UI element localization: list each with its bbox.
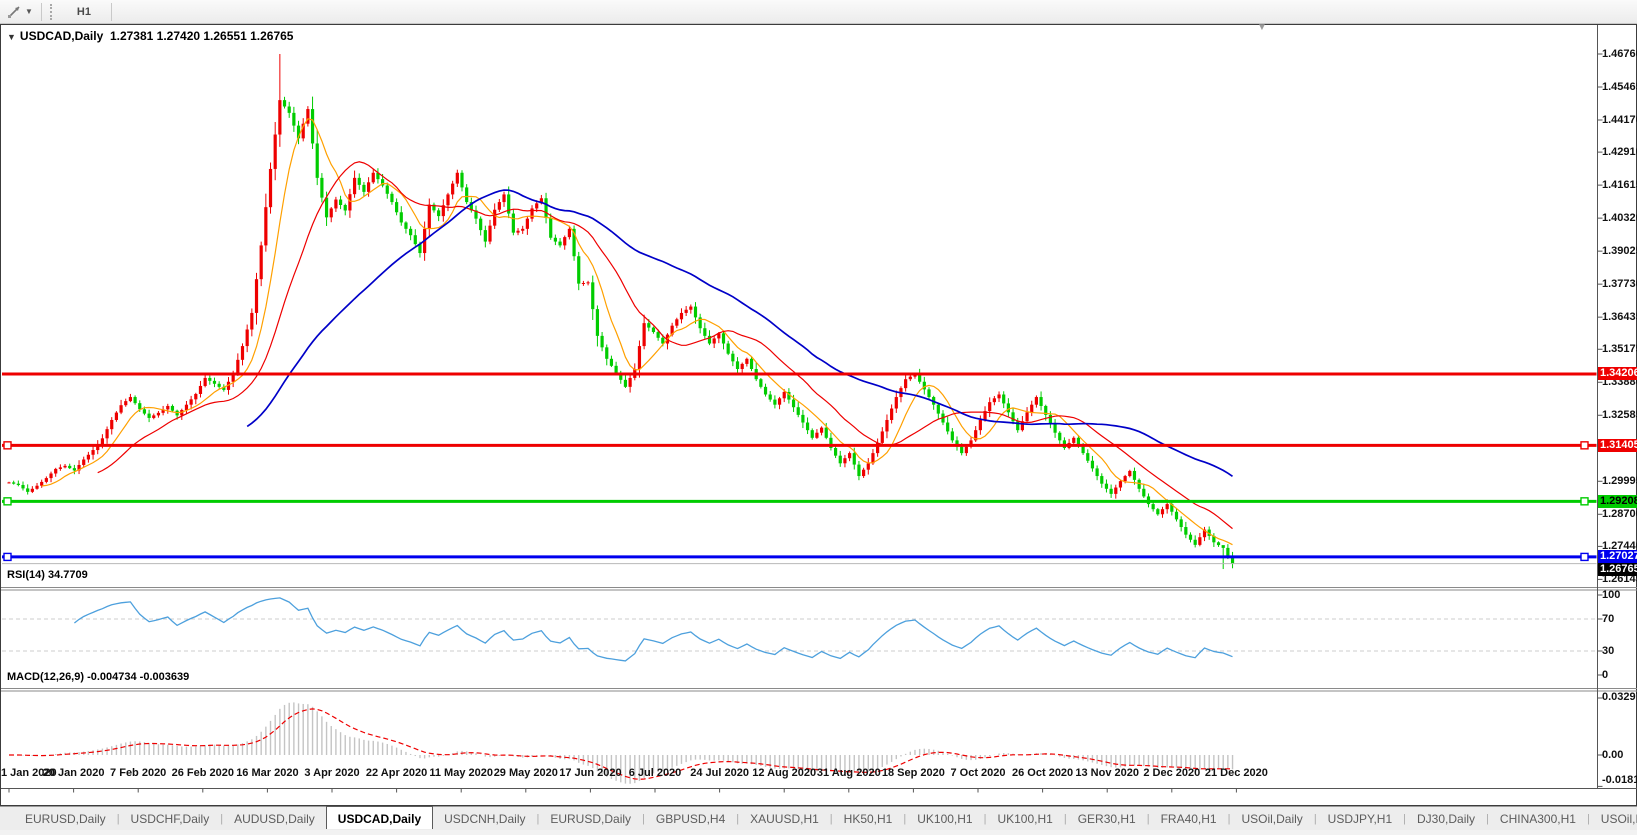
macd-pane [9, 702, 1234, 784]
tab-divider: | [116, 812, 120, 825]
line-handle-marker[interactable] [1580, 441, 1589, 450]
chart-symbol-period: USDCAD,Daily [19, 29, 104, 43]
timeframe-button-h1[interactable]: H1 [76, 5, 91, 18]
toolbar-divider [40, 2, 42, 21]
tab-eurusd-daily[interactable]: EURUSD,Daily [25, 811, 106, 826]
line-handle-marker[interactable] [3, 441, 12, 450]
cursor-line-icon [8, 6, 20, 18]
rsi-indicator-label: RSI(14) 34.7709 [7, 569, 88, 581]
chart-window: 1.467601.454651.441701.429101.416151.403… [0, 22, 1637, 807]
toolbar-divider [110, 2, 112, 21]
tab-usdjpy-h1[interactable]: USDJPY,H1 [1327, 811, 1393, 826]
tab-ger30-h1[interactable]: GER30,H1 [1077, 811, 1136, 826]
line-handle-marker[interactable] [3, 552, 12, 562]
tab-divider: | [1063, 812, 1067, 825]
tab-usoil-daily[interactable]: USOil,Daily [1241, 811, 1303, 826]
chevron-down-icon: ▼ [25, 7, 33, 16]
tab-divider: | [1486, 812, 1489, 825]
tab-divider: | [983, 812, 987, 825]
top-toolbar: ▼ M1M5M15M30H1H4D1W1MN [0, 0, 1637, 102]
chart-title: ▼ USDCAD,Daily 1.27381 1.27420 1.26551 1.… [7, 29, 293, 43]
tab-uk100-h1[interactable]: UK100,H1 [917, 811, 973, 826]
tab-gbpusd-h4[interactable]: GBPUSD,H4 [655, 811, 726, 826]
tab-china300-h1[interactable]: CHINA300,H1 [1499, 811, 1576, 826]
tab-divider: | [536, 812, 540, 825]
tab-usdcnh-daily[interactable]: USDCNH,Daily [444, 811, 526, 826]
line-handle-marker[interactable] [3, 497, 12, 506]
tab-usdchf-daily[interactable]: USDCHF,Daily [130, 811, 210, 826]
tab-divider: | [1586, 812, 1590, 825]
tab-uk100-h1[interactable]: UK100,H1 [997, 811, 1053, 826]
price-chart-canvas[interactable] [1, 25, 1637, 807]
rsi-line [73, 597, 1233, 662]
line-handle-marker[interactable] [1580, 497, 1589, 506]
chart-tabs-bar: EURUSD,Daily | USDCHF,Daily | AUDUSD,Daily US… [0, 806, 1637, 830]
chart-ohlc-values: 1.27381 1.27420 1.26551 1.26765 [109, 29, 294, 43]
tab-divider: | [829, 812, 833, 825]
tab-divider: | [642, 812, 645, 825]
bottom-strip [0, 830, 1637, 835]
tab-divider: | [736, 812, 740, 825]
tab-hk50-h1[interactable]: HK50,H1 [843, 811, 893, 826]
macd-signal-line [9, 708, 1233, 780]
rsi-pane [2, 618, 1597, 652]
line-handle-marker[interactable] [1580, 552, 1589, 562]
tab-usdcad-daily[interactable]: USDCAD,Daily [325, 806, 434, 829]
candlestick-series [7, 54, 1235, 570]
tab-audusd-daily[interactable]: AUDUSD,Daily [234, 811, 315, 826]
scroll-position-marker[interactable]: ▼ [1257, 22, 1267, 33]
toolbar-grip[interactable] [49, 3, 55, 20]
draw-tool-button[interactable]: ▼ [3, 4, 37, 19]
tab-divider: | [1313, 812, 1317, 825]
moving-average-52 [246, 189, 1233, 478]
tab-divider: | [220, 812, 224, 825]
tab-xauusd-h1[interactable]: XAUUSD,H1 [750, 811, 819, 826]
tab-eurusd-daily[interactable]: EURUSD,Daily [550, 811, 632, 826]
tab-divider: | [903, 812, 907, 825]
tab-dj30-daily[interactable]: DJ30,Daily [1417, 811, 1476, 826]
moving-average-8 [41, 118, 1233, 546]
tab-divider: | [1403, 812, 1407, 825]
tab-divider: | [1146, 812, 1150, 825]
tab-usoil-h1[interactable]: USOil,H1 [1600, 811, 1637, 826]
macd-indicator-label: MACD(12,26,9) -0.004734 -0.003639 [7, 671, 190, 683]
moving-average-20 [97, 161, 1233, 530]
collapse-icon[interactable]: ▼ [7, 32, 16, 42]
tab-divider: | [1227, 812, 1231, 825]
tab-fra40-h1[interactable]: FRA40,H1 [1160, 811, 1217, 826]
